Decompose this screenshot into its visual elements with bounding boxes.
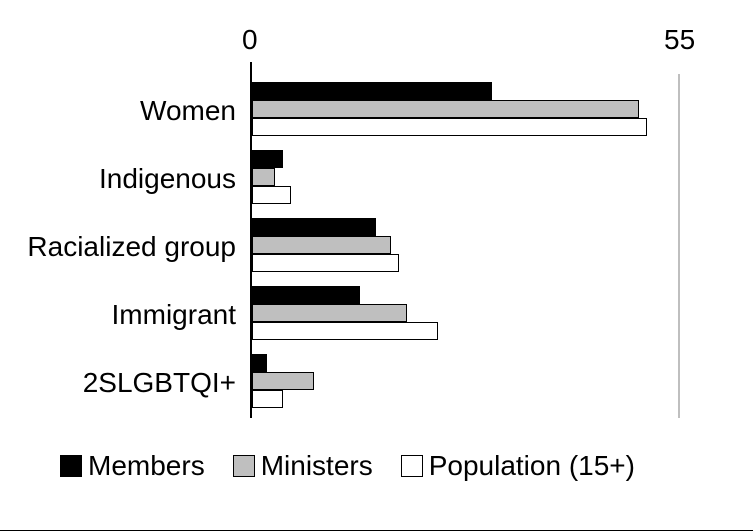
legend-label-population: Population (15+) bbox=[429, 450, 635, 482]
cat-label-indigenous: Indigenous bbox=[0, 163, 236, 195]
bar-2slgbtqi-members bbox=[252, 354, 267, 372]
plot-area bbox=[252, 74, 678, 418]
bar-2slgbtqi-ministers bbox=[252, 372, 314, 390]
cat-label-women: Women bbox=[0, 95, 236, 127]
bar-group-indigenous bbox=[252, 150, 678, 210]
swatch-population-icon bbox=[401, 455, 423, 477]
legend-item-ministers: Ministers bbox=[233, 450, 373, 482]
bar-indigenous-population bbox=[252, 186, 291, 204]
x-axis-min-label: 0 bbox=[242, 24, 258, 56]
legend-item-members: Members bbox=[60, 450, 205, 482]
bar-group-2slgbtqi bbox=[252, 354, 678, 414]
swatch-members-icon bbox=[60, 455, 82, 477]
cat-label-immigrant: Immigrant bbox=[0, 299, 236, 331]
bar-2slgbtqi-population bbox=[252, 390, 283, 408]
bar-indigenous-ministers bbox=[252, 168, 275, 186]
bar-women-ministers bbox=[252, 100, 639, 118]
bar-group-immigrant bbox=[252, 286, 678, 346]
bar-racialized-members bbox=[252, 218, 376, 236]
bar-group-women bbox=[252, 82, 678, 142]
legend-label-members: Members bbox=[88, 450, 205, 482]
bar-immigrant-ministers bbox=[252, 304, 407, 322]
bar-racialized-ministers bbox=[252, 236, 391, 254]
legend: Members Ministers Population (15+) bbox=[60, 450, 635, 482]
bar-women-population bbox=[252, 118, 647, 136]
legend-item-population: Population (15+) bbox=[401, 450, 635, 482]
chart-container: 0 55 Women Indigenous Racialized group I… bbox=[0, 0, 753, 531]
bar-immigrant-members bbox=[252, 286, 360, 304]
cat-label-2slgbtqi: 2SLGBTQI+ bbox=[0, 367, 236, 399]
bar-group-racialized bbox=[252, 218, 678, 278]
swatch-ministers-icon bbox=[233, 455, 255, 477]
bar-women-members bbox=[252, 82, 492, 100]
bar-indigenous-members bbox=[252, 150, 283, 168]
bar-racialized-population bbox=[252, 254, 399, 272]
x-tick-zero bbox=[250, 62, 252, 74]
x-axis-max-label: 55 bbox=[664, 24, 695, 56]
cat-label-racialized: Racialized group bbox=[0, 231, 236, 263]
bar-immigrant-population bbox=[252, 322, 438, 340]
x-max-gridline bbox=[678, 74, 680, 418]
legend-label-ministers: Ministers bbox=[261, 450, 373, 482]
